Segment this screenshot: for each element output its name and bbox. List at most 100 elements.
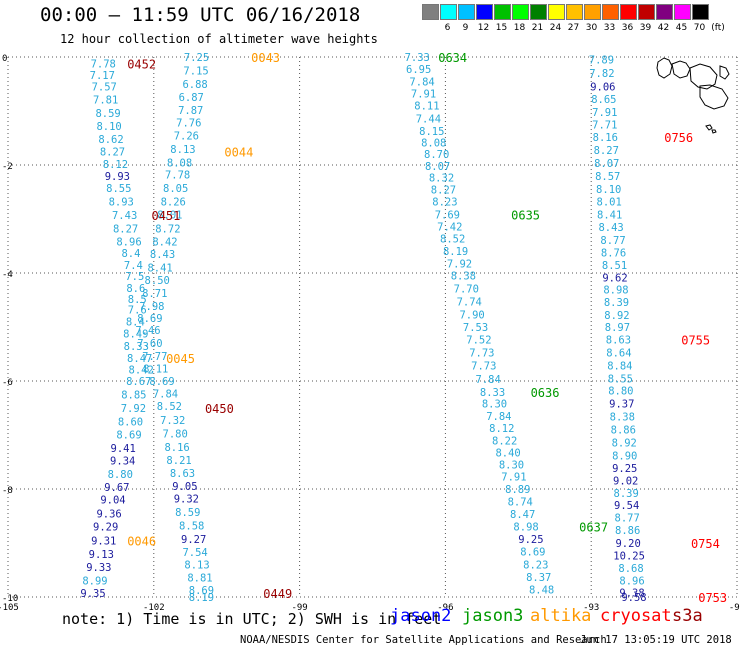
swh-value: 8.77 <box>615 513 640 525</box>
swh-value: 6.95 <box>406 64 431 76</box>
swh-value: 8.86 <box>615 525 640 537</box>
swh-value: 8.71 <box>142 288 167 300</box>
swh-value: 8.39 <box>604 297 629 309</box>
swh-value: 8.08 <box>421 137 446 149</box>
swh-value: 9.02 <box>613 475 638 487</box>
swh-value: 7.73 <box>471 360 496 372</box>
swh-value: 8.42 <box>129 365 154 377</box>
swh-value: 8.55 <box>608 373 633 385</box>
swh-value: 7.4 <box>124 260 143 272</box>
swh-value: 8.59 <box>95 108 120 120</box>
swh-value: 7.25 <box>184 52 209 64</box>
y-tick-label: -6 <box>2 378 13 388</box>
swh-value: 7.91 <box>411 89 436 101</box>
colorbar-label: 15 <box>495 23 508 33</box>
swh-value: 8.16 <box>593 132 618 144</box>
swh-value: 8.80 <box>608 386 633 398</box>
swh-value: 7.6 <box>128 305 147 317</box>
swh-value: 8.69 <box>137 313 162 325</box>
swh-value: 9.37 <box>609 399 634 411</box>
chart-subtitle: 12 hour collection of altimeter wave hei… <box>60 32 378 46</box>
colorbar-cell <box>494 4 511 20</box>
colorbar-label: 39 <box>639 23 652 33</box>
track-layer: 7.787.177.577.818.598.108.628.278.129.93… <box>80 52 646 604</box>
swh-value: 7.84 <box>409 76 434 88</box>
colorbar-cell <box>674 4 691 20</box>
swh-value: 8.77 <box>600 235 625 247</box>
swh-value: 9.38 <box>619 588 644 600</box>
x-tick-label: -93 <box>583 603 599 613</box>
swh-value: 8.60 <box>118 417 143 429</box>
swh-value: 8.39 <box>614 488 639 500</box>
x-tick-label: -90 <box>729 603 740 613</box>
swh-value: 7.54 <box>182 547 207 559</box>
galapagos-coastline <box>656 57 730 134</box>
pass-time-label: 0044 <box>224 146 253 160</box>
swh-value: 7.82 <box>589 68 614 80</box>
swh-value: 8.43 <box>598 222 623 234</box>
swh-value: 8.57 <box>595 171 620 183</box>
colorbar-label: 27 <box>567 23 580 33</box>
swh-value: 9.31 <box>91 535 116 547</box>
colorbar-label: 6 <box>444 23 451 33</box>
swh-value: 7.89 <box>589 55 614 67</box>
colorbar-cell <box>548 4 565 20</box>
swh-value: 7.26 <box>174 130 199 142</box>
tick-label-layer: 0 -2 -4 -6 -8 -10-105 -102 -99 -96 -93 -90 <box>0 54 740 613</box>
swh-value: 7.17 <box>90 70 115 82</box>
pass-time-label: 0043 <box>251 51 280 65</box>
swh-value: 9.93 <box>105 171 130 183</box>
colorbar-label: 70 <box>693 23 706 33</box>
swh-value: 7.74 <box>457 297 482 309</box>
y-tick-label: -10 <box>2 594 18 604</box>
pass-time-label: 0756 <box>664 131 693 145</box>
swh-value: 8.89 <box>505 484 530 496</box>
colorbar-cell <box>476 4 493 20</box>
swh-value: 8.92 <box>612 438 637 450</box>
swh-value: 7.69 <box>435 210 460 222</box>
swh-value: 8.50 <box>145 275 170 287</box>
swh-value: 7.80 <box>163 428 188 440</box>
swh-value: 8.27 <box>100 147 125 159</box>
swh-value: 9.34 <box>110 455 135 467</box>
legend-jason3: jason3 <box>462 606 524 626</box>
timestamp-text: Jun 17 13:05:19 UTC 2018 <box>580 634 732 646</box>
swh-value: 7.46 <box>135 325 160 337</box>
pass-time-label: 0755 <box>681 333 710 347</box>
swh-value: 8.6 <box>126 283 145 295</box>
swh-value: 6.87 <box>179 92 204 104</box>
swh-value: 8.4 <box>121 248 140 260</box>
swh-value: 8.51 <box>602 260 627 272</box>
swh-value: 7.52 <box>466 334 491 346</box>
swh-value: 8.64 <box>606 347 631 359</box>
swh-value: 8.15 <box>419 126 444 138</box>
swh-value: 8.76 <box>601 247 626 259</box>
colorbar-cell <box>512 4 529 20</box>
swh-value: 7.60 <box>137 338 162 350</box>
swh-value: 8.30 <box>499 460 524 472</box>
colorbar-label: 33 <box>603 23 616 33</box>
colorbar-unit: (ft) <box>711 23 725 33</box>
x-tick-label: -105 <box>0 603 19 613</box>
swh-value: 7.90 <box>459 310 484 322</box>
swh-value: 9.58 <box>621 592 646 604</box>
swh-value: 9.20 <box>615 538 640 550</box>
legend-cryosat: cryosat <box>600 606 672 626</box>
swh-value: 8.81 <box>187 573 212 585</box>
swh-value: 8.74 <box>508 496 533 508</box>
pass-time-label: 0636 <box>531 386 560 400</box>
swh-value: 8.70 <box>424 149 449 161</box>
swh-value: 7.44 <box>416 114 441 126</box>
swh-value: 8.69 <box>520 547 545 559</box>
swh-value: 8.26 <box>161 197 186 209</box>
pass-time-label: 0450 <box>205 402 234 416</box>
swh-value: 8.69 <box>116 429 141 441</box>
swh-value: 8.12 <box>103 159 128 171</box>
swh-value: 8.22 <box>492 435 517 447</box>
swh-value: 8.05 <box>163 183 188 195</box>
swh-value: 8.80 <box>108 469 133 481</box>
pass-time-label: 0635 <box>511 209 540 223</box>
swh-value: 7.78 <box>91 58 116 70</box>
swh-value: 8.90 <box>612 451 637 463</box>
swh-value: 8.12 <box>489 423 514 435</box>
